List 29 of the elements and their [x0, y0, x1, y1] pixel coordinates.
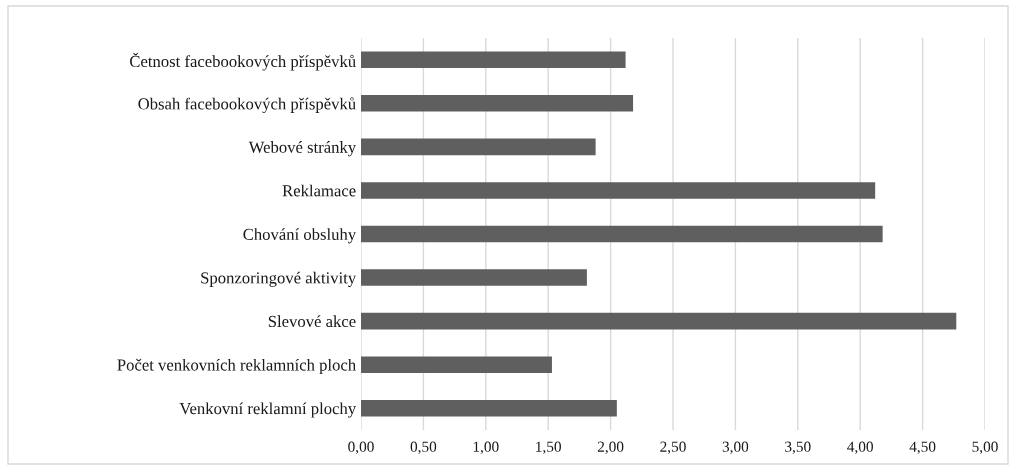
- y-tick-label: Obsah facebookových příspěvků: [138, 97, 356, 113]
- x-tick-label: 0,00: [348, 441, 374, 455]
- x-tick-label: 5,00: [972, 441, 998, 455]
- y-tick-label: Reklamace: [282, 184, 356, 197]
- y-tick-label: Venkovní reklamní plochy: [179, 402, 357, 418]
- bar: [361, 95, 634, 112]
- x-tick-label: 2,50: [660, 441, 686, 455]
- x-tick-label: 3,00: [722, 441, 749, 455]
- bar: [361, 269, 587, 286]
- x-tick-label: 0,50: [410, 441, 437, 455]
- y-tick-label: Četnost facebookových příspěvků: [130, 52, 356, 71]
- y-tick-label: Počet venkovních reklamních ploch: [117, 358, 356, 375]
- bar: [361, 312, 957, 330]
- x-tick-label: 4,00: [847, 441, 873, 455]
- y-tick-label: Webové stránky: [248, 141, 357, 157]
- bar: [361, 225, 883, 243]
- bar: [361, 138, 596, 156]
- bar: [361, 182, 876, 199]
- x-tick-label: 2,00: [597, 441, 624, 455]
- x-tick-label: 1,50: [536, 441, 561, 455]
- y-tick-label: Chování obsluhy: [243, 228, 357, 244]
- x-tick-label: 3,50: [785, 441, 811, 455]
- bar: [361, 399, 617, 417]
- y-tick-label: Sponzoringové aktivity: [201, 271, 357, 287]
- x-tick-label: 1,00: [473, 441, 499, 455]
- x-tick-label: 4,50: [909, 441, 936, 455]
- bar: [361, 356, 552, 373]
- bar: [361, 51, 626, 69]
- y-tick-label: Slevové akce: [268, 315, 356, 328]
